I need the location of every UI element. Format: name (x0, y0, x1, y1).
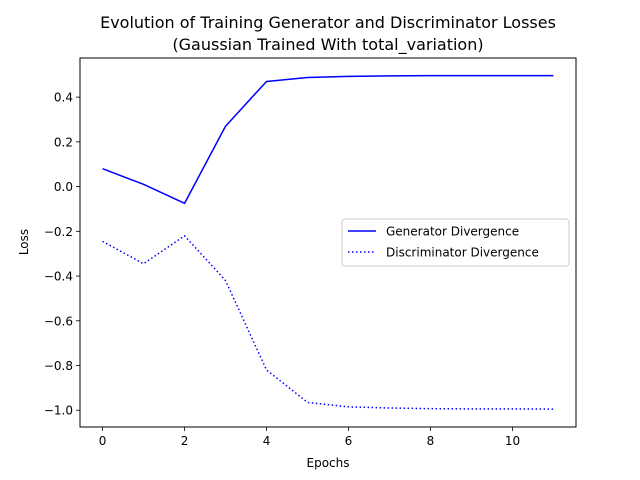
x-tick-label: 0 (99, 434, 107, 448)
legend-box (341, 218, 570, 267)
x-tick-label: 2 (181, 434, 189, 448)
series-line-discriminator (102, 235, 554, 410)
y-tick-label: −0.2 (44, 225, 73, 239)
y-tick-label: 0.2 (54, 135, 73, 149)
legend-label-generator: Generator Divergence (386, 225, 519, 239)
y-tick-label: −0.4 (44, 270, 73, 284)
plot-frame (79, 57, 577, 428)
y-tick-label: −0.6 (44, 314, 73, 328)
legend-label-discriminator: Discriminator Divergence (386, 246, 539, 260)
chart-title-line1: Evolution of Training Generator and Disc… (100, 13, 556, 32)
x-tick-label: 8 (427, 434, 435, 448)
y-axis-label: Loss (17, 229, 31, 255)
series-line-generator (102, 74, 554, 205)
y-tick-label: −1.0 (44, 404, 73, 418)
x-axis-ticks: 0 2 4 6 8 10 (99, 427, 520, 448)
y-axis-ticks: 0.4 0.2 0.0 −0.2 −0.4 −0.6 −0.8 −1.0 (44, 91, 80, 418)
y-tick-label: 0.0 (54, 180, 73, 194)
legend: Generator Divergence Discriminator Diver… (341, 218, 570, 267)
x-tick-label: 4 (263, 434, 271, 448)
x-tick-label: 6 (345, 434, 353, 448)
x-axis-label: Epochs (307, 456, 350, 470)
plot-lines (102, 74, 554, 410)
y-tick-label: 0.4 (54, 91, 73, 105)
x-tick-label: 10 (505, 434, 520, 448)
y-tick-label: −0.8 (44, 359, 73, 373)
chart-title-line2: (Gaussian Trained With total_variation) (172, 35, 483, 55)
